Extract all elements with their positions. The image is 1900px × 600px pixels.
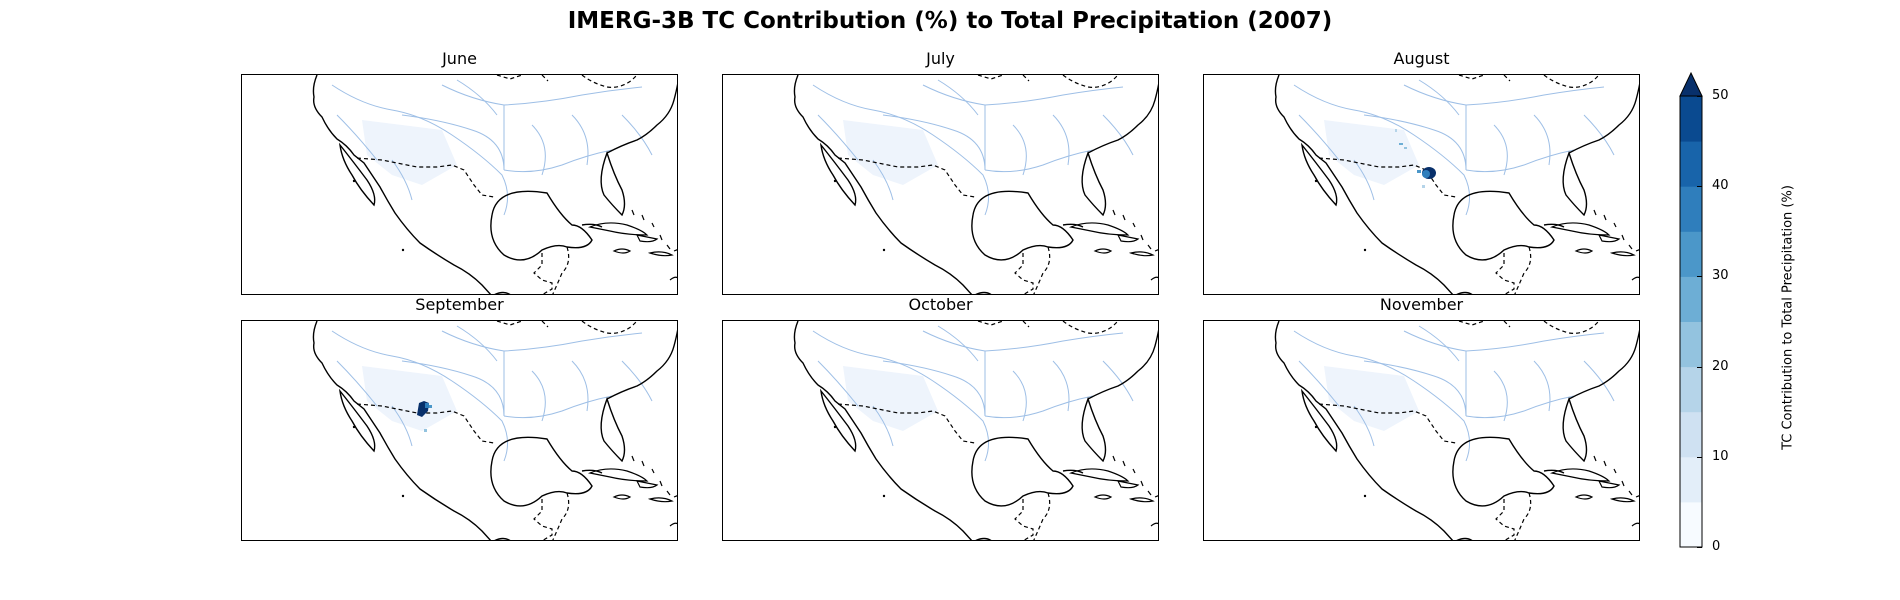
- panel-title-november: November: [1379, 295, 1464, 314]
- panel-title-october: October: [908, 295, 973, 314]
- colorbar-segment: [1680, 186, 1702, 232]
- colorbar-tick-label: 0: [1712, 539, 1721, 554]
- map-canvas-november: [1274, 321, 1639, 540]
- colorbar-tick-mark: [1697, 366, 1702, 368]
- map-july: [722, 74, 1159, 295]
- map-canvas-september: [312, 321, 677, 540]
- map-canvas-august: [1274, 75, 1639, 294]
- panel-title-september: September: [415, 295, 504, 314]
- colorbar-segment: [1680, 456, 1702, 503]
- colorbar-tick-label: 40: [1712, 178, 1729, 194]
- colorbar-segment: [1680, 411, 1702, 458]
- colorbar-segment: [1680, 96, 1702, 142]
- colorbar-segment: [1680, 141, 1702, 187]
- colorbar-outline: [1679, 95, 1703, 548]
- figure-title: IMERG-3B TC Contribution (%) to Total Pr…: [567, 8, 1333, 34]
- colorbar-tick-label: 20: [1712, 358, 1729, 374]
- panel-title-june: June: [442, 49, 477, 68]
- map-august: [1203, 74, 1640, 295]
- tc-hotspot-august: [1395, 129, 1436, 188]
- map-november: [1203, 320, 1640, 541]
- panel-august: August: [1203, 49, 1640, 295]
- panel-november: November: [1203, 295, 1640, 541]
- colorbar-tick-label: 30: [1712, 268, 1729, 284]
- colorbar-tick-mark: [1697, 276, 1702, 278]
- tc-hotspot-september: [417, 401, 432, 432]
- colorbar: [1679, 72, 1703, 548]
- colorbar-extend-triangle: [1679, 72, 1703, 97]
- colorbar-tick-label: 50: [1712, 88, 1729, 103]
- panel-september: September: [241, 295, 678, 541]
- map-canvas-october: [793, 321, 1158, 540]
- colorbar-tick-label: 10: [1712, 448, 1729, 464]
- panel-july: July: [722, 49, 1159, 295]
- map-june: [241, 74, 678, 295]
- colorbar-tick-mark: [1697, 456, 1702, 458]
- colorbar-tick-mark: [1697, 547, 1702, 548]
- colorbar-segment: [1680, 321, 1702, 368]
- panel-title-august: August: [1393, 49, 1450, 68]
- panel-october: October: [722, 295, 1159, 541]
- map-canvas-july: [793, 75, 1158, 294]
- colorbar-segment: [1680, 366, 1702, 413]
- colorbar-segment: [1680, 231, 1702, 277]
- map-canvas-june: [312, 75, 677, 294]
- colorbar-segment: [1680, 276, 1702, 322]
- colorbar-tick-mark: [1697, 96, 1702, 97]
- panel-title-july: July: [926, 49, 955, 68]
- colorbar-tick-mark: [1697, 186, 1702, 188]
- colorbar-segment: [1680, 501, 1702, 548]
- map-september: [241, 320, 678, 541]
- map-october: [722, 320, 1159, 541]
- colorbar-label: TC Contribution to Total Precipitation (…: [1780, 185, 1796, 450]
- panel-june: June: [241, 49, 678, 295]
